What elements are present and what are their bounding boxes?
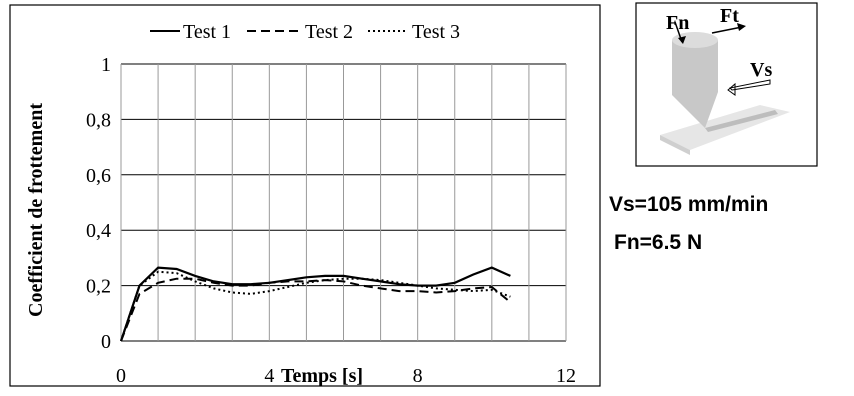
chart-frame [9, 4, 601, 387]
tool [672, 40, 718, 128]
y-tick-label: 0,4 [86, 220, 111, 242]
fn-label: Fn [666, 12, 689, 34]
legend-label: Test 1 [183, 21, 231, 43]
x-tick-label: 4 [264, 365, 274, 387]
y-tick-label: 0,6 [86, 165, 111, 187]
data-line [120, 277, 512, 342]
plot: 0 0,2 0,4 0,6 0,8 1 0 4 8 12 [86, 54, 576, 387]
ft-label: Ft [720, 5, 739, 27]
data-line [119, 266, 511, 342]
plate-edge [660, 135, 690, 155]
ft-arrow [711, 26, 743, 34]
y-tick-label: 0,2 [86, 276, 111, 298]
y-axis-label: Coefficient de frottement [25, 103, 47, 317]
data-line [120, 270, 511, 342]
diagram: Fn Ft Vs [635, 2, 818, 167]
fn-arrowhead [678, 36, 686, 44]
x-axis-label: Temps [s] [281, 365, 363, 387]
y-tick-label: 0,8 [86, 109, 111, 131]
y-tick-label: 1 [101, 54, 111, 76]
force-note: Fn=6.5 N [614, 231, 702, 254]
vs-label: Vs [750, 59, 772, 81]
legend: Test 1 Test 2 Test 3 [150, 21, 460, 43]
x-tick-label: 0 [116, 365, 126, 387]
vs-arrow [727, 79, 771, 96]
x-tick-label: 12 [556, 365, 576, 387]
speed-note: Vs=105 mm/min [609, 193, 768, 216]
x-tick-label: 8 [413, 365, 423, 387]
legend-label: Test 2 [305, 21, 353, 43]
wear-track [705, 110, 778, 132]
tool-top [672, 32, 718, 48]
legend-label: Test 3 [412, 21, 460, 43]
y-tick-label: 0 [101, 331, 111, 353]
ft-arrowhead [737, 23, 746, 31]
